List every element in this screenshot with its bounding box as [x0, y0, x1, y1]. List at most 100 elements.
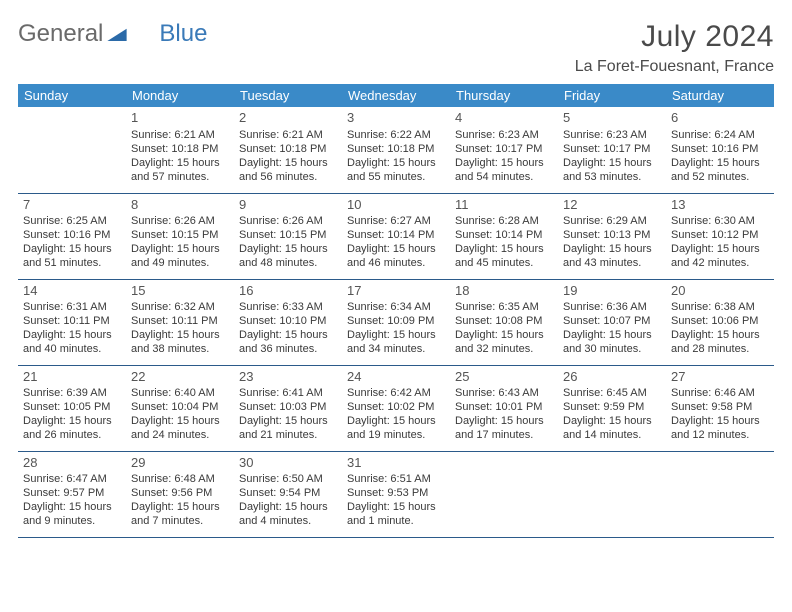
sunrise-line: Sunrise: 6:21 AM — [239, 128, 337, 142]
day-number: 5 — [563, 110, 661, 127]
daylight-line: Daylight: 15 hours and 55 minutes. — [347, 156, 445, 184]
sunrise-line: Sunrise: 6:21 AM — [131, 128, 229, 142]
calendar-day-cell: 22Sunrise: 6:40 AMSunset: 10:04 PMDaylig… — [126, 365, 234, 451]
day-number: 27 — [671, 369, 769, 386]
sunrise-line: Sunrise: 6:48 AM — [131, 472, 229, 486]
sunset-line: Sunset: 9:58 PM — [671, 400, 769, 414]
weekday-header: Thursday — [450, 84, 558, 107]
sunset-line: Sunset: 9:56 PM — [131, 486, 229, 500]
day-number: 17 — [347, 283, 445, 300]
sunrise-line: Sunrise: 6:24 AM — [671, 128, 769, 142]
sunrise-line: Sunrise: 6:28 AM — [455, 214, 553, 228]
day-number: 29 — [131, 455, 229, 472]
sunrise-line: Sunrise: 6:43 AM — [455, 386, 553, 400]
calendar-day-cell: 13Sunrise: 6:30 AMSunset: 10:12 PMDaylig… — [666, 193, 774, 279]
title-block: July 2024 La Foret-Fouesnant, France — [575, 20, 774, 82]
weekday-header: Saturday — [666, 84, 774, 107]
header-row: GeneralBlue July 2024 La Foret-Fouesnant… — [18, 20, 774, 82]
day-number: 7 — [23, 197, 121, 214]
daylight-line: Daylight: 15 hours and 38 minutes. — [131, 328, 229, 356]
day-number: 22 — [131, 369, 229, 386]
calendar-day-cell: 26Sunrise: 6:45 AMSunset: 9:59 PMDayligh… — [558, 365, 666, 451]
sunset-line: Sunset: 10:07 PM — [563, 314, 661, 328]
calendar-head: SundayMondayTuesdayWednesdayThursdayFrid… — [18, 84, 774, 107]
calendar-week-row: 1Sunrise: 6:21 AMSunset: 10:18 PMDayligh… — [18, 107, 774, 193]
sunrise-line: Sunrise: 6:39 AM — [23, 386, 121, 400]
day-number: 8 — [131, 197, 229, 214]
sunrise-line: Sunrise: 6:22 AM — [347, 128, 445, 142]
daylight-line: Daylight: 15 hours and 42 minutes. — [671, 242, 769, 270]
day-number: 21 — [23, 369, 121, 386]
calendar-body: 1Sunrise: 6:21 AMSunset: 10:18 PMDayligh… — [18, 107, 774, 537]
calendar-day-cell: 2Sunrise: 6:21 AMSunset: 10:18 PMDayligh… — [234, 107, 342, 193]
day-number: 24 — [347, 369, 445, 386]
day-number: 14 — [23, 283, 121, 300]
weekday-row: SundayMondayTuesdayWednesdayThursdayFrid… — [18, 84, 774, 107]
calendar-day-cell: 12Sunrise: 6:29 AMSunset: 10:13 PMDaylig… — [558, 193, 666, 279]
sunrise-line: Sunrise: 6:38 AM — [671, 300, 769, 314]
daylight-line: Daylight: 15 hours and 45 minutes. — [455, 242, 553, 270]
sunset-line: Sunset: 10:10 PM — [239, 314, 337, 328]
sunset-line: Sunset: 10:15 PM — [239, 228, 337, 242]
sunrise-line: Sunrise: 6:45 AM — [563, 386, 661, 400]
sunrise-line: Sunrise: 6:25 AM — [23, 214, 121, 228]
month-title: July 2024 — [575, 20, 774, 54]
calendar-empty-cell — [450, 451, 558, 537]
sunset-line: Sunset: 10:18 PM — [347, 142, 445, 156]
calendar-day-cell: 4Sunrise: 6:23 AMSunset: 10:17 PMDayligh… — [450, 107, 558, 193]
weekday-header: Tuesday — [234, 84, 342, 107]
sunrise-line: Sunrise: 6:27 AM — [347, 214, 445, 228]
calendar-day-cell: 18Sunrise: 6:35 AMSunset: 10:08 PMDaylig… — [450, 279, 558, 365]
calendar-day-cell: 28Sunrise: 6:47 AMSunset: 9:57 PMDayligh… — [18, 451, 126, 537]
sunrise-line: Sunrise: 6:32 AM — [131, 300, 229, 314]
calendar-day-cell: 19Sunrise: 6:36 AMSunset: 10:07 PMDaylig… — [558, 279, 666, 365]
calendar-day-cell: 7Sunrise: 6:25 AMSunset: 10:16 PMDayligh… — [18, 193, 126, 279]
day-number: 9 — [239, 197, 337, 214]
day-number: 2 — [239, 110, 337, 127]
day-number: 31 — [347, 455, 445, 472]
calendar-week-row: 21Sunrise: 6:39 AMSunset: 10:05 PMDaylig… — [18, 365, 774, 451]
sunset-line: Sunset: 10:04 PM — [131, 400, 229, 414]
sunrise-line: Sunrise: 6:29 AM — [563, 214, 661, 228]
daylight-line: Daylight: 15 hours and 57 minutes. — [131, 156, 229, 184]
sunrise-line: Sunrise: 6:30 AM — [671, 214, 769, 228]
calendar-day-cell: 24Sunrise: 6:42 AMSunset: 10:02 PMDaylig… — [342, 365, 450, 451]
daylight-line: Daylight: 15 hours and 24 minutes. — [131, 414, 229, 442]
daylight-line: Daylight: 15 hours and 14 minutes. — [563, 414, 661, 442]
calendar-day-cell: 10Sunrise: 6:27 AMSunset: 10:14 PMDaylig… — [342, 193, 450, 279]
calendar-day-cell: 20Sunrise: 6:38 AMSunset: 10:06 PMDaylig… — [666, 279, 774, 365]
sunrise-line: Sunrise: 6:35 AM — [455, 300, 553, 314]
sunset-line: Sunset: 10:12 PM — [671, 228, 769, 242]
day-number: 23 — [239, 369, 337, 386]
sunset-line: Sunset: 10:17 PM — [455, 142, 553, 156]
weekday-header: Wednesday — [342, 84, 450, 107]
day-number: 12 — [563, 197, 661, 214]
sunrise-line: Sunrise: 6:47 AM — [23, 472, 121, 486]
sunset-line: Sunset: 9:57 PM — [23, 486, 121, 500]
sunrise-line: Sunrise: 6:23 AM — [455, 128, 553, 142]
sunset-line: Sunset: 10:08 PM — [455, 314, 553, 328]
day-number: 4 — [455, 110, 553, 127]
calendar-day-cell: 25Sunrise: 6:43 AMSunset: 10:01 PMDaylig… — [450, 365, 558, 451]
daylight-line: Daylight: 15 hours and 4 minutes. — [239, 500, 337, 528]
sunset-line: Sunset: 10:18 PM — [239, 142, 337, 156]
daylight-line: Daylight: 15 hours and 43 minutes. — [563, 242, 661, 270]
day-number: 25 — [455, 369, 553, 386]
sunset-line: Sunset: 10:09 PM — [347, 314, 445, 328]
sunset-line: Sunset: 10:11 PM — [131, 314, 229, 328]
calendar-day-cell: 3Sunrise: 6:22 AMSunset: 10:18 PMDayligh… — [342, 107, 450, 193]
sunset-line: Sunset: 9:54 PM — [239, 486, 337, 500]
calendar-empty-cell — [18, 107, 126, 193]
daylight-line: Daylight: 15 hours and 54 minutes. — [455, 156, 553, 184]
calendar-day-cell: 29Sunrise: 6:48 AMSunset: 9:56 PMDayligh… — [126, 451, 234, 537]
calendar-week-row: 7Sunrise: 6:25 AMSunset: 10:16 PMDayligh… — [18, 193, 774, 279]
daylight-line: Daylight: 15 hours and 19 minutes. — [347, 414, 445, 442]
day-number: 19 — [563, 283, 661, 300]
sunset-line: Sunset: 10:02 PM — [347, 400, 445, 414]
calendar-day-cell: 21Sunrise: 6:39 AMSunset: 10:05 PMDaylig… — [18, 365, 126, 451]
logo-triangle-icon — [107, 20, 127, 48]
calendar-day-cell: 11Sunrise: 6:28 AMSunset: 10:14 PMDaylig… — [450, 193, 558, 279]
brand-word2: Blue — [159, 20, 207, 48]
calendar-day-cell: 15Sunrise: 6:32 AMSunset: 10:11 PMDaylig… — [126, 279, 234, 365]
daylight-line: Daylight: 15 hours and 21 minutes. — [239, 414, 337, 442]
